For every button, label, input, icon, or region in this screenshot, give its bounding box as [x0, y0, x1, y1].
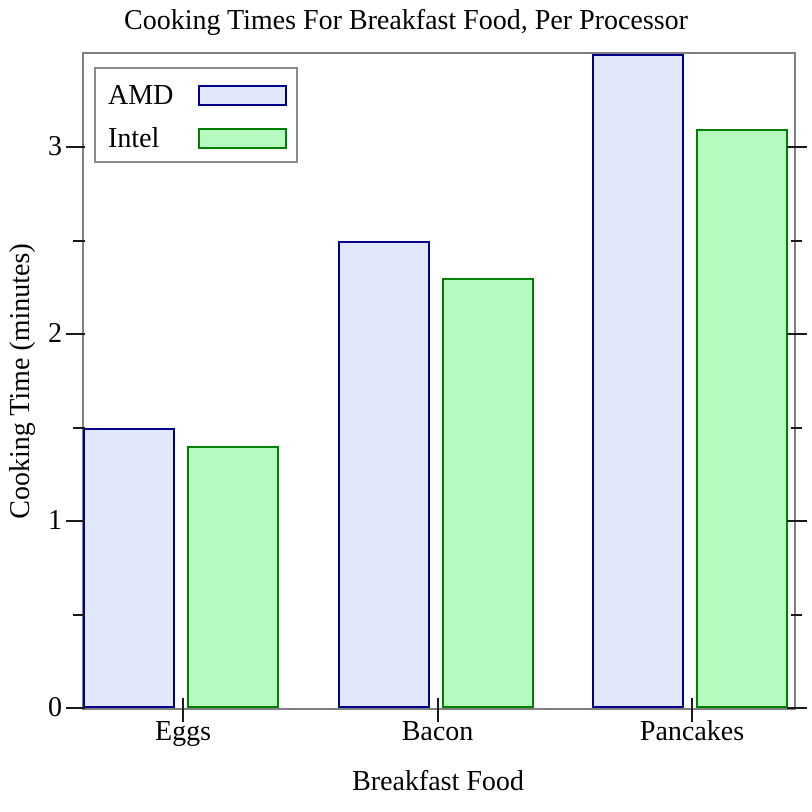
y-major-tick-right [787, 333, 807, 336]
legend-item-amd: AMD [96, 74, 296, 117]
bar-bacon-amd [337, 241, 430, 708]
legend-label-amd: AMD [108, 79, 174, 111]
y-tick-label: 2 [48, 318, 62, 350]
x-tick [182, 698, 184, 722]
y-axis-label: Cooking Time (minutes) [5, 243, 36, 519]
y-tick-label: 0 [48, 692, 62, 723]
legend-label-intel: Intel [108, 122, 160, 154]
legend-swatch-intel [198, 128, 287, 149]
y-minor-tick-right [791, 426, 802, 429]
bar-pancakes-amd [592, 54, 684, 708]
y-major-tick-right [787, 146, 807, 149]
y-tick-label: 1 [48, 505, 62, 537]
legend-swatch-amd [198, 85, 287, 106]
plot-area [82, 52, 796, 710]
legend-item-intel: Intel [96, 117, 296, 160]
x-axis-label: Breakfast Food [352, 766, 524, 797]
x-tick-label-bacon: Bacon [401, 716, 474, 747]
y-major-tick-right [787, 707, 807, 709]
bar-eggs-intel [187, 446, 279, 708]
y-major-tick-right [787, 520, 807, 523]
y-minor-tick-left [73, 426, 85, 429]
x-tick [436, 698, 439, 722]
y-minor-tick-right [791, 239, 802, 242]
y-major-tick-left [66, 520, 85, 523]
chart-title: Cooking Times For Breakfast Food, Per Pr… [124, 5, 688, 36]
x-tick-label-eggs: Eggs [155, 716, 211, 747]
y-major-tick-left [66, 146, 85, 149]
x-tick-label-pancakes: Pancakes [639, 716, 745, 747]
y-major-tick-left [66, 707, 85, 709]
y-tick-label: 3 [48, 131, 62, 163]
x-tick [691, 698, 693, 722]
bar-pancakes-intel [696, 129, 788, 708]
y-minor-tick-left [73, 239, 85, 242]
y-minor-tick-left [73, 613, 85, 616]
bar-eggs-amd [83, 428, 175, 708]
y-major-tick-left [66, 333, 85, 336]
y-minor-tick-right [791, 613, 802, 616]
legend: AMD Intel [94, 67, 298, 163]
bar-bacon-intel [441, 278, 534, 708]
